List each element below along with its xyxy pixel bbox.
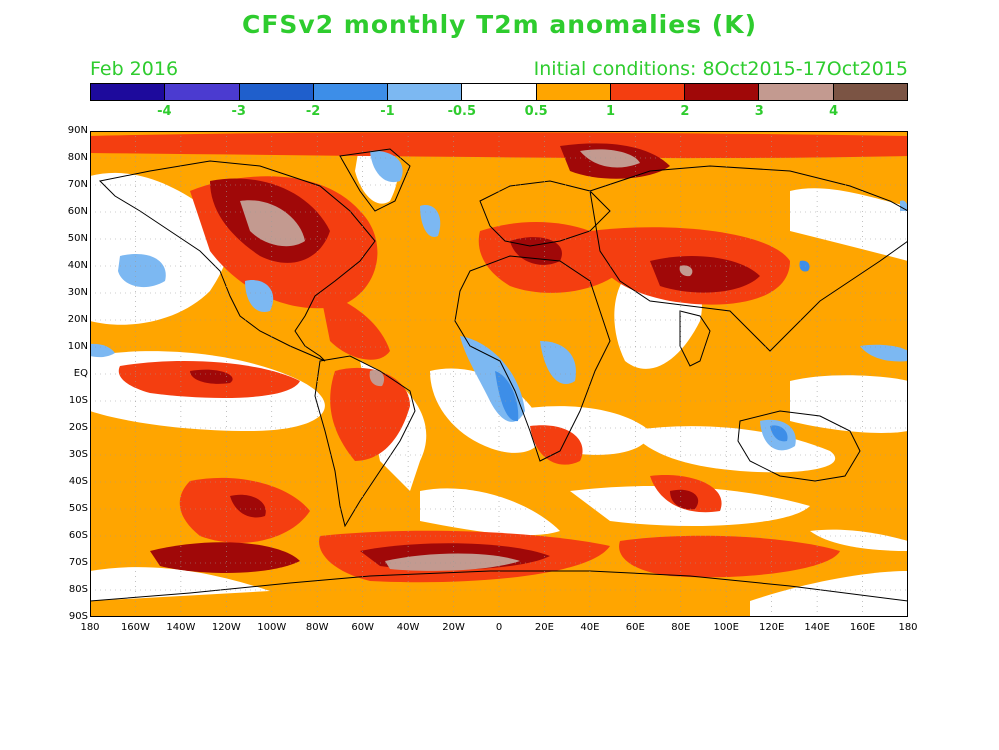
lon-label: 60W <box>351 622 374 633</box>
lon-label: 0 <box>495 622 503 633</box>
colorbar-swatch <box>165 84 240 100</box>
lon-label: 20E <box>534 622 554 633</box>
colorbar <box>90 83 908 101</box>
colorbar-label: -4 <box>157 104 172 119</box>
lat-label: 90S <box>68 611 88 622</box>
colorbar-swatch <box>239 84 314 100</box>
lat-label: 70N <box>67 179 88 190</box>
lat-label: 20S <box>68 422 88 433</box>
colorbar-swatch <box>313 84 389 100</box>
lat-label: 80S <box>68 584 88 595</box>
colorbar-swatch <box>536 84 611 100</box>
colorbar-label: 0.5 <box>524 104 548 119</box>
lat-label: 50N <box>67 233 88 244</box>
lat-label: 60S <box>68 530 88 541</box>
colorbar-swatch <box>759 84 834 100</box>
lat-label: EQ <box>73 368 88 379</box>
map-frame <box>90 131 908 617</box>
colorbar-label: 1 <box>606 104 616 119</box>
anomaly-map <box>90 131 908 617</box>
initial-conditions: Initial conditions: 8Oct2015-17Oct2015 <box>533 58 908 80</box>
lon-label: 140E <box>804 622 830 633</box>
lon-label: 140W <box>166 622 196 633</box>
colorbar-labels: -4 -3 -2 -1 -0.5 0.5 1 2 3 4 <box>90 104 908 120</box>
colorbar-swatch <box>388 84 463 100</box>
colorbar-swatch <box>685 84 760 100</box>
colorbar-label: 4 <box>829 104 839 119</box>
coastlines <box>90 148 908 602</box>
lat-label: 10N <box>67 341 88 352</box>
lat-label: 20N <box>67 314 88 325</box>
lat-label: 30S <box>68 449 88 460</box>
lat-label: 10S <box>68 395 88 406</box>
lat-label: 40S <box>68 476 88 487</box>
lat-label: 70S <box>68 557 88 568</box>
lat-label: 90N <box>67 125 88 136</box>
lat-label: 60N <box>67 206 88 217</box>
lat-label: 50S <box>68 503 88 514</box>
colorbar-label: -2 <box>305 104 321 119</box>
lon-label: 40E <box>580 622 600 633</box>
lon-label: 120E <box>758 622 785 633</box>
lat-label: 30N <box>67 287 88 298</box>
lon-label: 160E <box>849 622 876 633</box>
lon-label: 100E <box>713 622 739 633</box>
colorbar-label: 3 <box>754 104 764 119</box>
colorbar-swatch <box>462 84 537 100</box>
colorbar-label: -0.5 <box>447 104 477 119</box>
colorbar-swatch <box>610 84 686 100</box>
anomaly-3-4k <box>240 149 693 571</box>
lon-label: 100W <box>257 622 287 633</box>
graticule <box>90 131 908 617</box>
colorbar-swatch <box>91 84 166 100</box>
colorbar-label: -3 <box>231 104 246 119</box>
lon-label: 180 <box>80 622 100 633</box>
colorbar-swatch <box>833 84 907 100</box>
lon-label: 160W <box>120 622 150 633</box>
lat-label: 80N <box>67 152 88 163</box>
lon-label: 40W <box>396 622 420 633</box>
colorbar-label: 2 <box>680 104 690 119</box>
lon-label: 180 <box>898 622 918 633</box>
chart-title: CFSv2 monthly T2m anomalies (K) <box>241 10 758 39</box>
lon-label: 20W <box>442 622 465 633</box>
colorbar-label: -1 <box>380 104 395 119</box>
lon-label: 80E <box>671 622 691 633</box>
lon-label: 80W <box>305 622 329 633</box>
anomaly-neg-1-2k <box>495 260 810 442</box>
lon-label: 60E <box>625 622 645 633</box>
forecast-month: Feb 2016 <box>90 58 179 80</box>
lat-label: 40N <box>67 260 88 271</box>
lon-label: 120W <box>211 622 241 633</box>
